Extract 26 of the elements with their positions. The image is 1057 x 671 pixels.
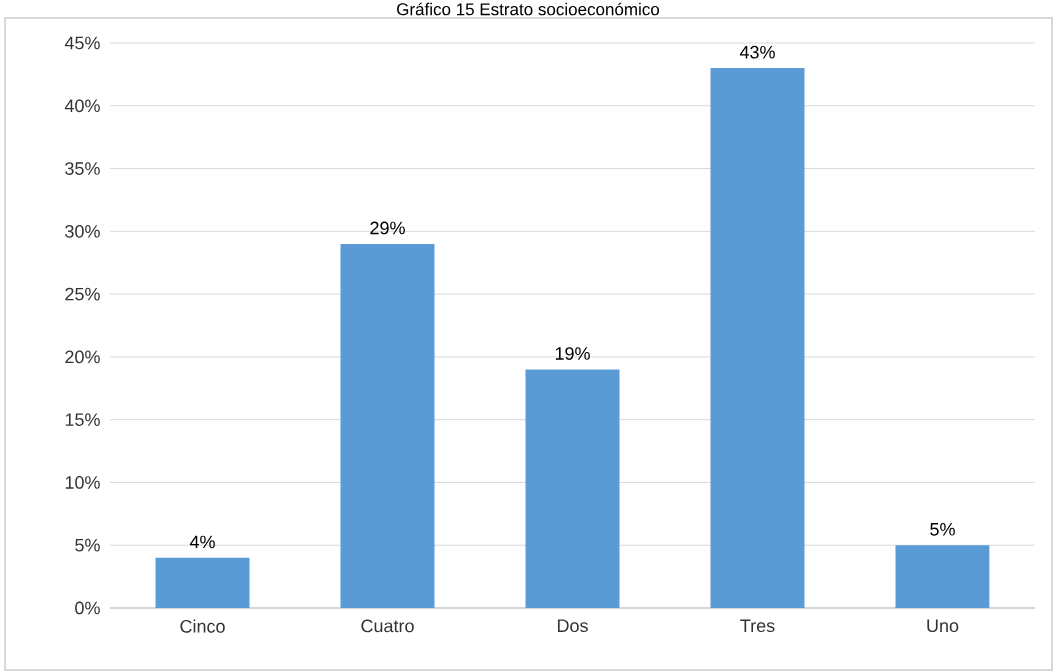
x-tick-label: Tres [740, 619, 775, 633]
data-label: 4% [189, 535, 215, 549]
bar [155, 557, 250, 608]
y-tick-label: 10% [65, 476, 100, 489]
x-tick-label: Cinco [180, 619, 225, 633]
x-tick-label: Dos [557, 619, 588, 633]
y-tick-label: 0% [75, 601, 100, 615]
bar [710, 68, 805, 608]
data-label: 19% [555, 347, 590, 360]
x-tick-label: Uno [927, 619, 959, 633]
y-tick-label: 15% [65, 413, 100, 426]
bar [340, 243, 435, 608]
y-tick-label: 45% [64, 36, 100, 50]
bar [525, 369, 620, 608]
x-tick-label: Cuatro [361, 619, 414, 633]
data-label: 43% [739, 45, 775, 59]
y-tick-label: 20% [65, 350, 100, 364]
data-label: 5% [930, 523, 955, 536]
y-tick-label: 25% [65, 287, 100, 301]
chart-title: Gráfico 15 Estrato socioeconómico [397, 2, 660, 16]
y-tick-label: 35% [65, 162, 100, 175]
y-tick-label: 30% [65, 224, 100, 238]
bar [895, 545, 990, 608]
data-label: 29% [370, 221, 405, 235]
y-tick-label: 5% [75, 538, 100, 552]
y-tick-label: 40% [64, 99, 100, 113]
